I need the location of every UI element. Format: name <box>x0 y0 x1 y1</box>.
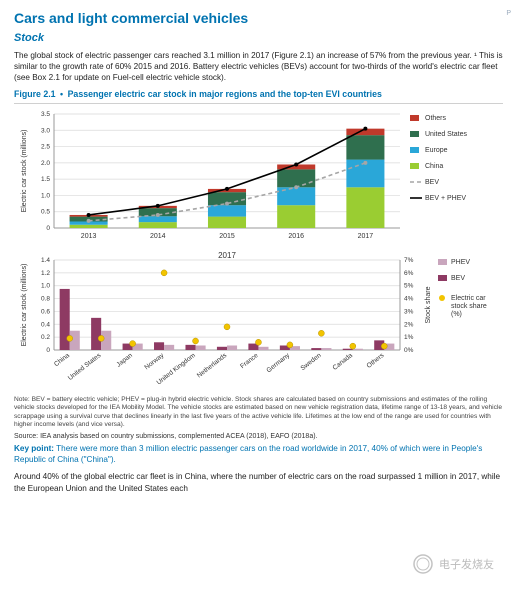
svg-text:2017: 2017 <box>358 233 374 240</box>
watermark-text: 电子发烧友 <box>439 557 494 571</box>
svg-text:stock share: stock share <box>451 303 487 310</box>
body-paragraph-2: Around 40% of the global electric car fl… <box>14 471 503 493</box>
svg-text:1.0: 1.0 <box>41 283 50 290</box>
svg-text:0.2: 0.2 <box>41 334 50 341</box>
svg-text:Stock share: Stock share <box>425 287 432 324</box>
key-point: Key point: There were more than 3 millio… <box>14 444 503 465</box>
svg-text:2.0: 2.0 <box>41 160 50 167</box>
svg-text:Electric car: Electric car <box>451 295 486 302</box>
svg-text:0.6: 0.6 <box>41 309 50 316</box>
svg-text:1%: 1% <box>404 334 414 341</box>
svg-text:0.4: 0.4 <box>41 321 50 328</box>
svg-text:0.8: 0.8 <box>41 296 50 303</box>
section-subtitle: Stock <box>14 32 503 44</box>
svg-text:5%: 5% <box>404 283 414 290</box>
svg-text:BEV: BEV <box>425 179 439 186</box>
svg-text:6%: 6% <box>404 270 414 277</box>
key-point-text: There were more than 3 million electric … <box>14 444 482 464</box>
figure-caption: Figure 2.1 • Passenger electric car stoc… <box>14 89 503 99</box>
figure-title-text: Passenger electric car stock in major re… <box>68 89 382 99</box>
chart-bottom: 0 0.2 0.4 0.6 0.8 1.0 1.2 1.4 0% 1% 2% 3% 4% 5% 6% 7% 20… <box>14 246 500 392</box>
svg-text:Sweden: Sweden <box>299 352 322 372</box>
svg-text:2014: 2014 <box>150 233 166 240</box>
svg-text:BEV: BEV <box>451 275 465 282</box>
svg-text:7%: 7% <box>404 257 414 264</box>
svg-text:2016: 2016 <box>288 233 304 240</box>
svg-text:0.5: 0.5 <box>41 209 50 216</box>
svg-text:China: China <box>425 163 443 170</box>
intro-paragraph: The global stock of electric passenger c… <box>14 50 503 83</box>
svg-text:3.0: 3.0 <box>41 127 50 134</box>
svg-text:1.2: 1.2 <box>41 270 50 277</box>
figure-note: Note: BEV = battery electric vehicle; PH… <box>14 396 503 429</box>
svg-text:United States: United States <box>425 131 468 138</box>
figure-2-1: 0 0.5 1.0 1.5 2.0 2.5 3.0 3.5 Electric car stock… <box>14 103 503 392</box>
chart-top: 0 0.5 1.0 1.5 2.0 2.5 3.0 3.5 Electric car stock… <box>14 108 500 246</box>
figure-source: Source: IEA analysis based on country su… <box>14 433 503 440</box>
figure-label: Figure 2.1 <box>14 89 56 99</box>
svg-text:Netherlands: Netherlands <box>196 352 229 380</box>
svg-text:BEV + PHEV: BEV + PHEV <box>425 195 466 202</box>
watermark: 电子发烧友 <box>409 550 499 578</box>
svg-text:1.5: 1.5 <box>41 176 50 183</box>
svg-text:Europe: Europe <box>425 147 448 154</box>
svg-text:2013: 2013 <box>81 233 97 240</box>
svg-text:1.4: 1.4 <box>41 257 50 264</box>
svg-text:Norway: Norway <box>143 352 165 372</box>
svg-text:(%): (%) <box>451 311 462 318</box>
svg-text:France: France <box>239 352 260 370</box>
svg-text:Others: Others <box>425 115 447 122</box>
svg-text:Electric car stock (millions): Electric car stock (millions) <box>21 264 28 347</box>
svg-text:2017: 2017 <box>218 251 236 260</box>
svg-text:Japan: Japan <box>115 352 134 369</box>
svg-text:2015: 2015 <box>219 233 235 240</box>
svg-text:3%: 3% <box>404 309 414 316</box>
svg-text:China: China <box>53 352 71 368</box>
svg-text:Others: Others <box>366 352 386 370</box>
svg-text:2.5: 2.5 <box>41 144 50 151</box>
page-title: Cars and light commercial vehicles <box>14 10 503 26</box>
svg-text:4%: 4% <box>404 296 414 303</box>
page-marker: P <box>506 10 511 17</box>
svg-text:1.0: 1.0 <box>41 193 50 200</box>
bullet-icon: • <box>60 89 63 99</box>
svg-text:0: 0 <box>46 225 50 232</box>
svg-text:United States: United States <box>67 352 103 382</box>
svg-text:3.5: 3.5 <box>41 111 50 118</box>
svg-text:2%: 2% <box>404 321 414 328</box>
key-point-label: Key point: <box>14 444 54 453</box>
svg-text:PHEV: PHEV <box>451 259 470 266</box>
svg-text:0%: 0% <box>404 347 414 354</box>
svg-text:Canada: Canada <box>332 352 355 372</box>
svg-text:Electric car stock (millions): Electric car stock (millions) <box>21 130 28 213</box>
svg-text:Germany: Germany <box>265 352 291 375</box>
svg-text:0: 0 <box>46 347 50 354</box>
